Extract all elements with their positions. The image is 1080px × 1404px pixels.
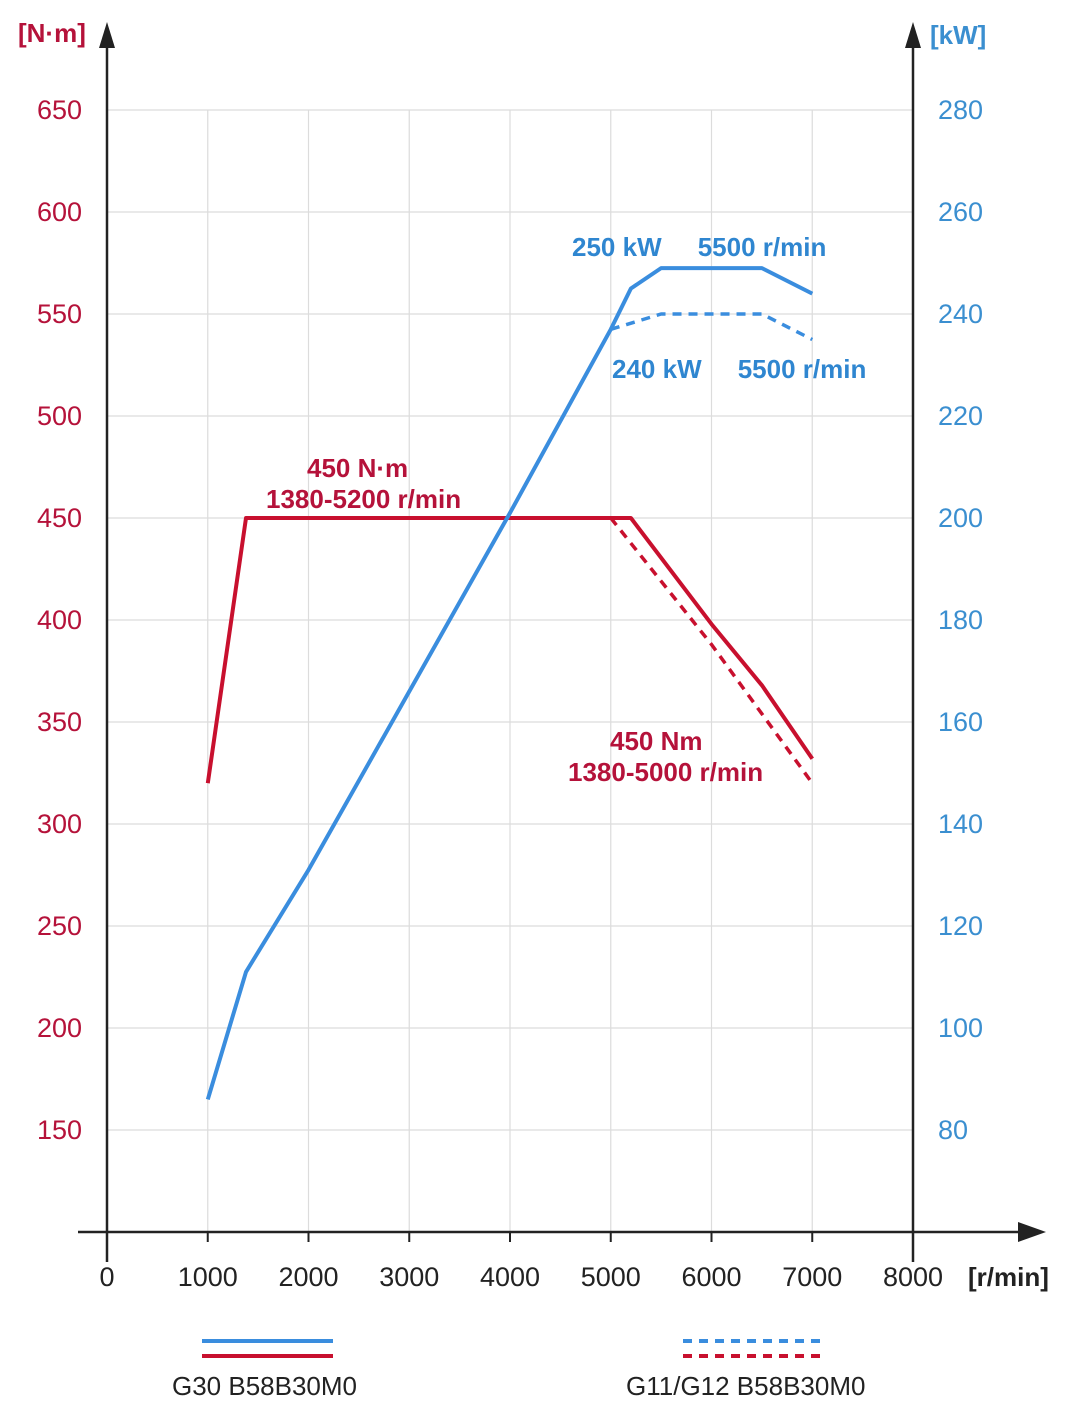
y-right-tick-label: 160 bbox=[938, 707, 983, 737]
y-right-tick-label: 100 bbox=[938, 1013, 983, 1043]
x-tick-label: 3000 bbox=[379, 1262, 439, 1292]
y-left-tick-label: 500 bbox=[37, 401, 82, 431]
y-right-unit: [kW] bbox=[930, 20, 986, 50]
series-lines bbox=[205, 266, 814, 1100]
y-left-axis-arrow bbox=[99, 22, 115, 48]
tick-labels: 0 1000 2000 3000 4000 5000 6000 7000 8000 150 200 2… bbox=[37, 95, 983, 1292]
grid bbox=[107, 109, 913, 1232]
power-dashed-series-line bbox=[610, 312, 814, 342]
x-tick-label: 1000 bbox=[178, 1262, 238, 1292]
x-tick-label: 0 bbox=[99, 1262, 114, 1292]
y-right-tick-label: 280 bbox=[938, 95, 983, 125]
y-left-tick-label: 300 bbox=[37, 809, 82, 839]
y-left-tick-label: 150 bbox=[37, 1115, 82, 1145]
y-right-tick-label: 140 bbox=[938, 809, 983, 839]
y-left-tick-label: 400 bbox=[37, 605, 82, 635]
annotation-g30-torque-range: 1380-5200 r/min bbox=[266, 484, 461, 514]
y-left-tick-label: 200 bbox=[37, 1013, 82, 1043]
annotation-g11-torque-range: 1380-5000 r/min bbox=[568, 757, 763, 787]
y-right-tick-label: 80 bbox=[938, 1115, 968, 1145]
legend-g30-label: G30 B58B30M0 bbox=[172, 1371, 357, 1401]
torque-solid-series-line bbox=[205, 516, 814, 784]
y-left-tick-label: 650 bbox=[37, 95, 82, 125]
y-left-unit: [N·m] bbox=[18, 18, 86, 48]
y-right-axis-arrow bbox=[905, 22, 921, 48]
x-tick-label: 4000 bbox=[480, 1262, 540, 1292]
x-axis-arrow bbox=[1018, 1222, 1046, 1242]
y-right-tick-label: 120 bbox=[938, 911, 983, 941]
annotation-g30-torque-value: 450 N·m bbox=[307, 453, 408, 483]
y-left-tick-label: 350 bbox=[37, 707, 82, 737]
torque-dashed-series-line bbox=[609, 516, 814, 785]
y-right-tick-label: 240 bbox=[938, 299, 983, 329]
y-left-tick-label: 450 bbox=[37, 503, 82, 533]
y-left-tick-label: 550 bbox=[37, 299, 82, 329]
x-tick-label: 2000 bbox=[278, 1262, 338, 1292]
y-right-tick-label: 260 bbox=[938, 197, 983, 227]
legend-g11-label: G11/G12 B58B30M0 bbox=[626, 1371, 865, 1401]
x-tick-label: 6000 bbox=[681, 1262, 741, 1292]
annotation-g11-torque-value: 450 Nm bbox=[610, 726, 703, 756]
x-tick-label: 5000 bbox=[581, 1262, 641, 1292]
annotation-g30-power: 250 kW 5500 r/min bbox=[572, 232, 826, 262]
y-left-tick-label: 600 bbox=[37, 197, 82, 227]
y-left-tick-label: 250 bbox=[37, 911, 82, 941]
x-tick-label: 7000 bbox=[782, 1262, 842, 1292]
y-right-tick-label: 200 bbox=[938, 503, 983, 533]
axes bbox=[78, 22, 1046, 1262]
annotations: 450 N·m 1380-5200 r/min 450 Nm 1380-5000… bbox=[266, 232, 866, 787]
y-right-tick-label: 220 bbox=[938, 401, 983, 431]
y-right-tick-label: 180 bbox=[938, 605, 983, 635]
power-solid-series-line bbox=[205, 266, 814, 1100]
x-tick-label: 8000 bbox=[883, 1262, 943, 1292]
legend: G30 B58B30M0 G11/G12 B58B30M0 bbox=[172, 1339, 865, 1401]
annotation-g11-power: 240 kW 5500 r/min bbox=[612, 354, 866, 384]
x-axis-unit: [r/min] bbox=[968, 1262, 1049, 1292]
